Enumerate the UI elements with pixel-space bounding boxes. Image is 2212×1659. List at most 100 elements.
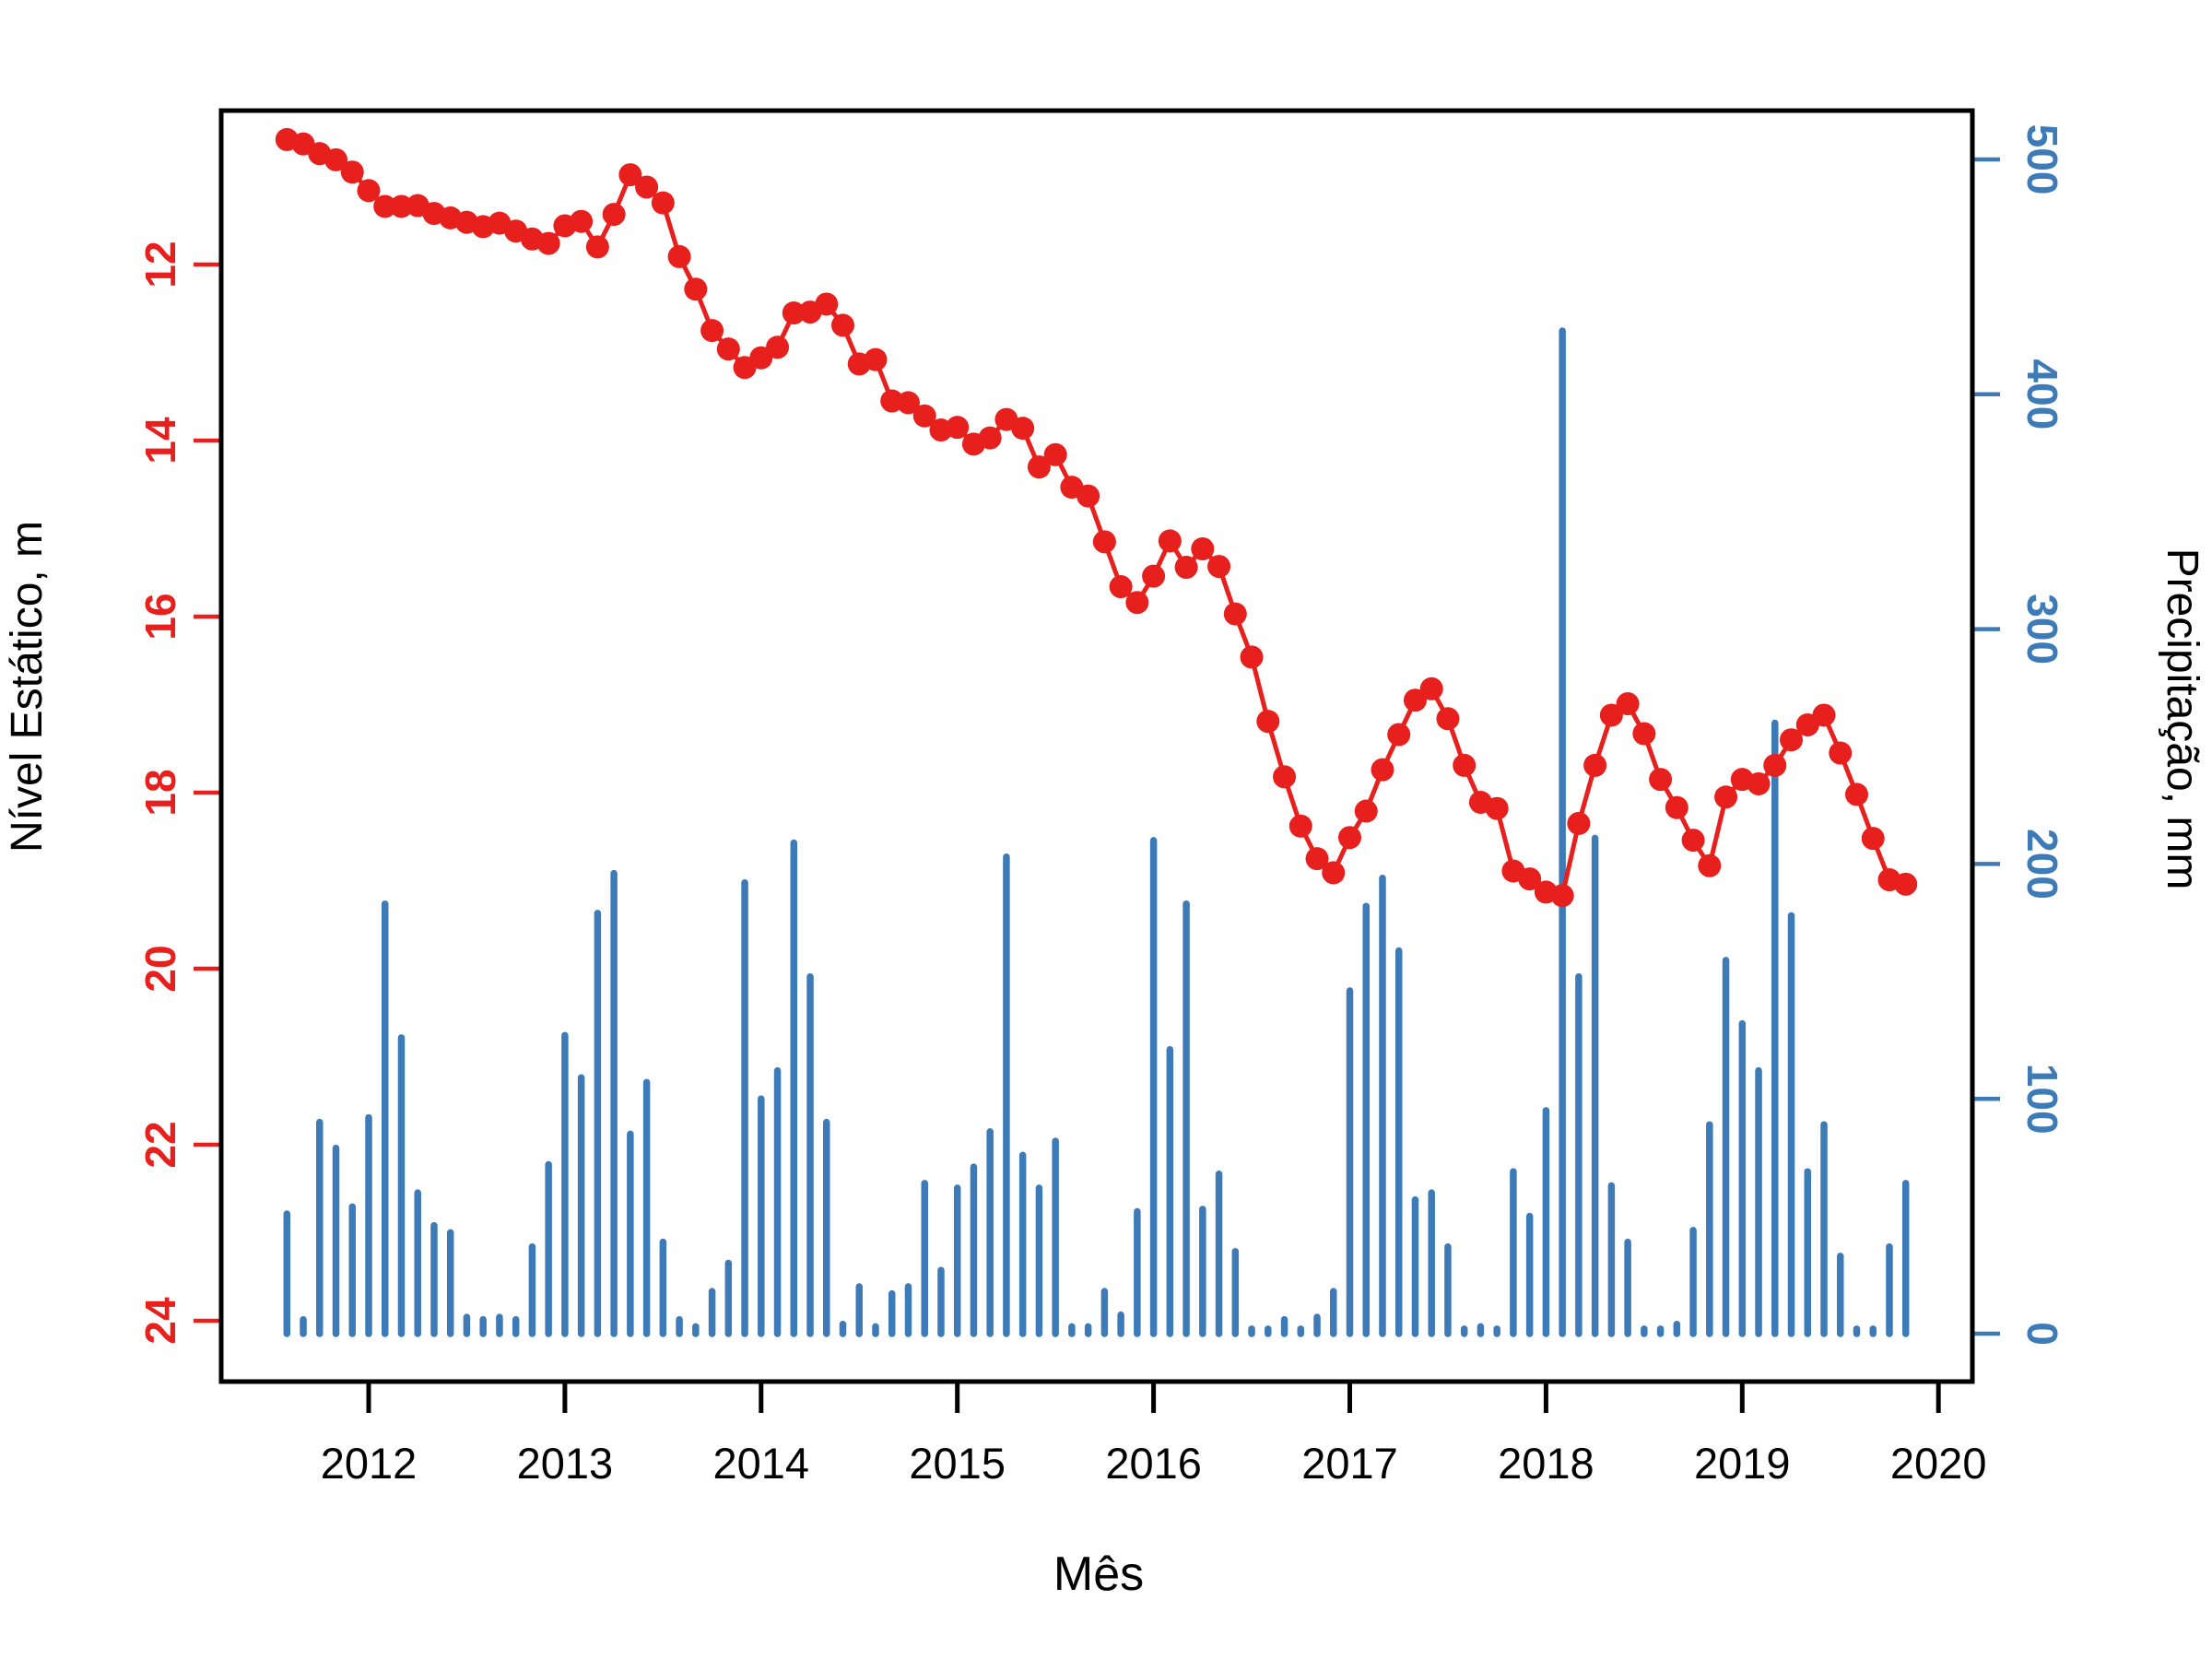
x-tick-label: 2014 — [713, 1439, 810, 1488]
level-point — [1747, 771, 1771, 795]
level-point — [1354, 799, 1378, 823]
x-tick-label: 2018 — [1498, 1439, 1594, 1488]
y-axis-left: 12 14 16 18 20 22 24 — [136, 241, 221, 1345]
y-left-tick-label: 12 — [136, 241, 184, 288]
level-point — [1109, 575, 1133, 599]
level-polyline — [286, 136, 1907, 899]
y-axis-right: 0 100 200 300 400 500 — [1972, 124, 2066, 1346]
level-point — [1207, 555, 1231, 579]
level-point — [651, 191, 675, 215]
level-point — [1861, 827, 1885, 851]
plot-border — [218, 108, 1975, 1384]
level-point — [1894, 872, 1918, 896]
level-point — [570, 209, 594, 233]
level-point — [1485, 796, 1509, 820]
level-point — [1812, 703, 1836, 727]
level-point — [1518, 867, 1542, 891]
level-point — [864, 347, 888, 371]
level-point — [1027, 455, 1051, 479]
level-point — [1011, 417, 1035, 441]
x-axis: 2012 2013 2014 2015 2016 2017 2018 2019 2020 — [321, 1382, 1986, 1488]
level-point — [373, 194, 397, 218]
y-left-tick-label: 16 — [136, 593, 184, 640]
level-point — [1616, 692, 1640, 716]
level-point — [978, 426, 1002, 450]
level-point — [1681, 829, 1705, 853]
level-point — [1158, 529, 1182, 553]
level-point — [340, 160, 364, 184]
y-left-tick-label: 18 — [136, 769, 184, 816]
level-point — [1125, 591, 1149, 615]
level-point — [602, 203, 626, 227]
level-point — [684, 277, 708, 301]
level-point — [716, 337, 740, 361]
level-point — [1632, 722, 1656, 746]
level-point — [1240, 645, 1264, 669]
level-point — [1567, 811, 1591, 835]
level-point — [536, 231, 560, 255]
level-point — [912, 404, 936, 428]
x-tick-label: 2019 — [1694, 1439, 1791, 1488]
level-point — [749, 346, 773, 370]
x-axis-title: Mês — [1053, 1547, 1144, 1601]
level-point — [782, 301, 806, 325]
x-tick-label: 2015 — [909, 1439, 1006, 1488]
level-line — [286, 136, 1907, 899]
level-point — [1043, 442, 1067, 466]
level-point — [896, 391, 920, 415]
y-right-tick-label: 400 — [2018, 359, 2066, 429]
level-point — [1174, 556, 1198, 580]
x-tick-label: 2012 — [321, 1439, 418, 1488]
y-right-tick-label: 200 — [2018, 829, 2066, 900]
level-point — [1305, 847, 1329, 871]
y-right-tick-label: 500 — [2018, 124, 2066, 195]
level-point — [1256, 710, 1280, 734]
level-point — [1142, 564, 1166, 588]
level-point — [618, 163, 642, 187]
level-point — [946, 416, 970, 440]
level-point — [766, 335, 790, 359]
level-point — [1436, 707, 1460, 731]
y-left-tick-label: 24 — [136, 1297, 184, 1345]
y-right-tick-label: 100 — [2018, 1064, 2066, 1135]
level-point — [585, 235, 609, 259]
x-tick-label: 2016 — [1105, 1439, 1202, 1488]
level-point — [1322, 861, 1346, 885]
level-point — [1371, 758, 1394, 782]
level-point — [1649, 768, 1673, 792]
x-tick-label: 2017 — [1301, 1439, 1398, 1488]
y-axis-right-title: Precipitação, mm — [2158, 548, 2206, 890]
level-point — [635, 175, 659, 199]
level-points — [275, 127, 1918, 908]
level-point — [1780, 728, 1804, 752]
y-right-tick-label: 0 — [2018, 1322, 2066, 1346]
level-point — [389, 194, 413, 218]
level-point — [1583, 753, 1607, 777]
level-point — [831, 313, 855, 337]
level-point — [1273, 765, 1297, 789]
level-point — [1387, 723, 1411, 747]
level-point — [1763, 753, 1787, 777]
level-point — [1223, 602, 1247, 626]
level-point — [1599, 703, 1623, 727]
level-point — [700, 319, 724, 343]
level-point — [1453, 753, 1477, 777]
precip-bars — [283, 327, 1910, 1337]
level-point — [1288, 814, 1312, 838]
level-point — [357, 179, 381, 203]
level-point — [324, 147, 348, 171]
level-point — [1550, 884, 1574, 908]
level-point — [1698, 853, 1722, 877]
x-tick-label: 2013 — [517, 1439, 614, 1488]
level-point — [1714, 785, 1738, 809]
level-point — [1829, 741, 1853, 765]
level-point — [1191, 536, 1215, 560]
level-point — [1403, 688, 1427, 712]
level-point — [1092, 530, 1116, 554]
level-point — [1665, 795, 1688, 819]
y-left-tick-label: 20 — [136, 945, 184, 992]
level-point — [1077, 484, 1100, 508]
level-point — [1419, 677, 1443, 700]
